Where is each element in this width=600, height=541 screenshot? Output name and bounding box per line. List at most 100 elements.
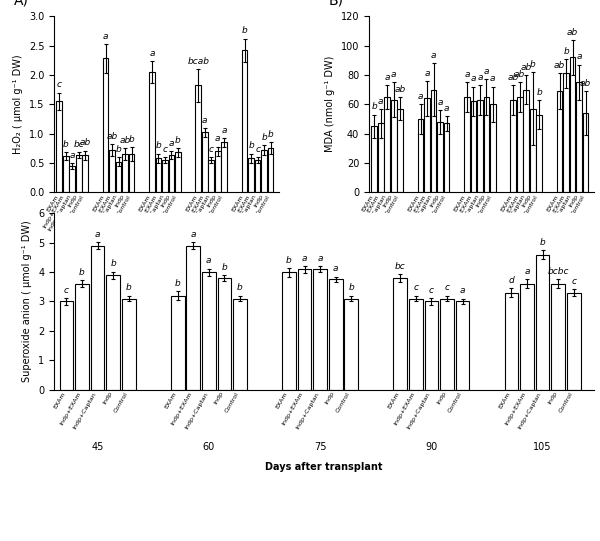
Text: a: a: [95, 230, 100, 239]
Bar: [431, 90, 436, 192]
Bar: [563, 74, 569, 192]
Text: ab: ab: [508, 73, 519, 82]
Bar: [477, 100, 483, 192]
Text: a: a: [333, 265, 338, 273]
Text: a: a: [524, 267, 530, 276]
Text: d: d: [509, 276, 514, 285]
Bar: [551, 284, 565, 390]
Text: b: b: [371, 102, 377, 111]
Text: bcab: bcab: [187, 57, 209, 66]
Bar: [583, 113, 589, 192]
Bar: [344, 299, 358, 390]
Text: 75: 75: [314, 443, 326, 452]
Text: b: b: [79, 268, 85, 277]
Text: ab: ab: [580, 79, 591, 88]
Text: ab: ab: [106, 132, 118, 141]
Bar: [455, 301, 469, 390]
Bar: [570, 57, 575, 192]
Bar: [261, 150, 267, 192]
Bar: [70, 166, 75, 192]
Bar: [313, 269, 327, 390]
Text: 75: 75: [158, 245, 171, 255]
Bar: [530, 109, 536, 192]
Bar: [155, 159, 161, 192]
Bar: [536, 115, 542, 192]
Text: a: a: [385, 73, 390, 82]
Text: a: a: [391, 70, 397, 79]
Text: b: b: [116, 145, 121, 154]
Bar: [242, 50, 247, 192]
Bar: [440, 299, 454, 390]
Bar: [196, 85, 201, 192]
Text: 60: 60: [112, 245, 125, 255]
Bar: [567, 293, 581, 390]
Bar: [470, 101, 476, 192]
Text: 45: 45: [66, 245, 79, 255]
Bar: [106, 275, 120, 390]
Text: 60: 60: [427, 245, 440, 255]
Text: ab: ab: [395, 85, 406, 94]
Text: b: b: [349, 283, 354, 293]
Bar: [187, 246, 200, 390]
Bar: [208, 160, 214, 192]
Text: c: c: [56, 81, 62, 89]
Text: b: b: [261, 133, 267, 142]
Text: a: a: [460, 286, 465, 295]
Bar: [169, 155, 174, 192]
Text: c: c: [571, 277, 576, 286]
Text: c: c: [163, 145, 167, 154]
Text: 90: 90: [205, 245, 217, 255]
Text: a: a: [437, 98, 443, 107]
Bar: [557, 91, 562, 192]
Text: 105: 105: [563, 245, 582, 255]
Bar: [109, 150, 115, 192]
Bar: [576, 82, 582, 192]
Text: 105: 105: [533, 443, 552, 452]
Text: a: a: [191, 230, 196, 239]
Text: b: b: [563, 47, 569, 56]
Bar: [171, 295, 185, 390]
Bar: [175, 153, 181, 192]
Bar: [490, 104, 496, 192]
Bar: [91, 246, 104, 390]
Text: a: a: [302, 254, 307, 262]
Text: a: a: [418, 92, 423, 101]
Text: 90: 90: [425, 443, 437, 452]
Bar: [233, 299, 247, 390]
Bar: [505, 293, 518, 390]
Text: c: c: [209, 145, 214, 154]
Bar: [397, 109, 403, 192]
Text: a: a: [103, 31, 108, 41]
Bar: [394, 278, 407, 390]
Bar: [443, 123, 449, 192]
Text: a: a: [477, 73, 482, 82]
Text: ab: ab: [521, 63, 532, 72]
Text: Days after transplant: Days after transplant: [265, 461, 383, 472]
Y-axis label: MDA (nmol g⁻¹ DW): MDA (nmol g⁻¹ DW): [325, 56, 335, 153]
Text: b: b: [248, 141, 254, 150]
Text: c: c: [413, 283, 418, 293]
Text: bc: bc: [73, 140, 84, 149]
Bar: [268, 148, 274, 192]
Bar: [122, 299, 136, 390]
Bar: [418, 119, 424, 192]
Text: b: b: [268, 130, 274, 139]
Bar: [202, 133, 208, 192]
Text: a: a: [378, 96, 383, 105]
Text: a: a: [215, 134, 220, 143]
Text: a: a: [424, 69, 430, 77]
Bar: [59, 301, 73, 390]
Bar: [520, 284, 534, 390]
Text: a: a: [577, 52, 582, 62]
Text: b: b: [530, 60, 536, 69]
Bar: [221, 142, 227, 192]
Text: ab: ab: [514, 70, 526, 79]
Text: c: c: [255, 145, 260, 154]
Text: bc: bc: [395, 262, 406, 272]
Text: a: a: [206, 256, 212, 266]
Text: b: b: [221, 263, 227, 272]
Bar: [298, 269, 311, 390]
Bar: [128, 154, 134, 192]
Text: b: b: [63, 140, 68, 149]
Bar: [464, 97, 470, 192]
